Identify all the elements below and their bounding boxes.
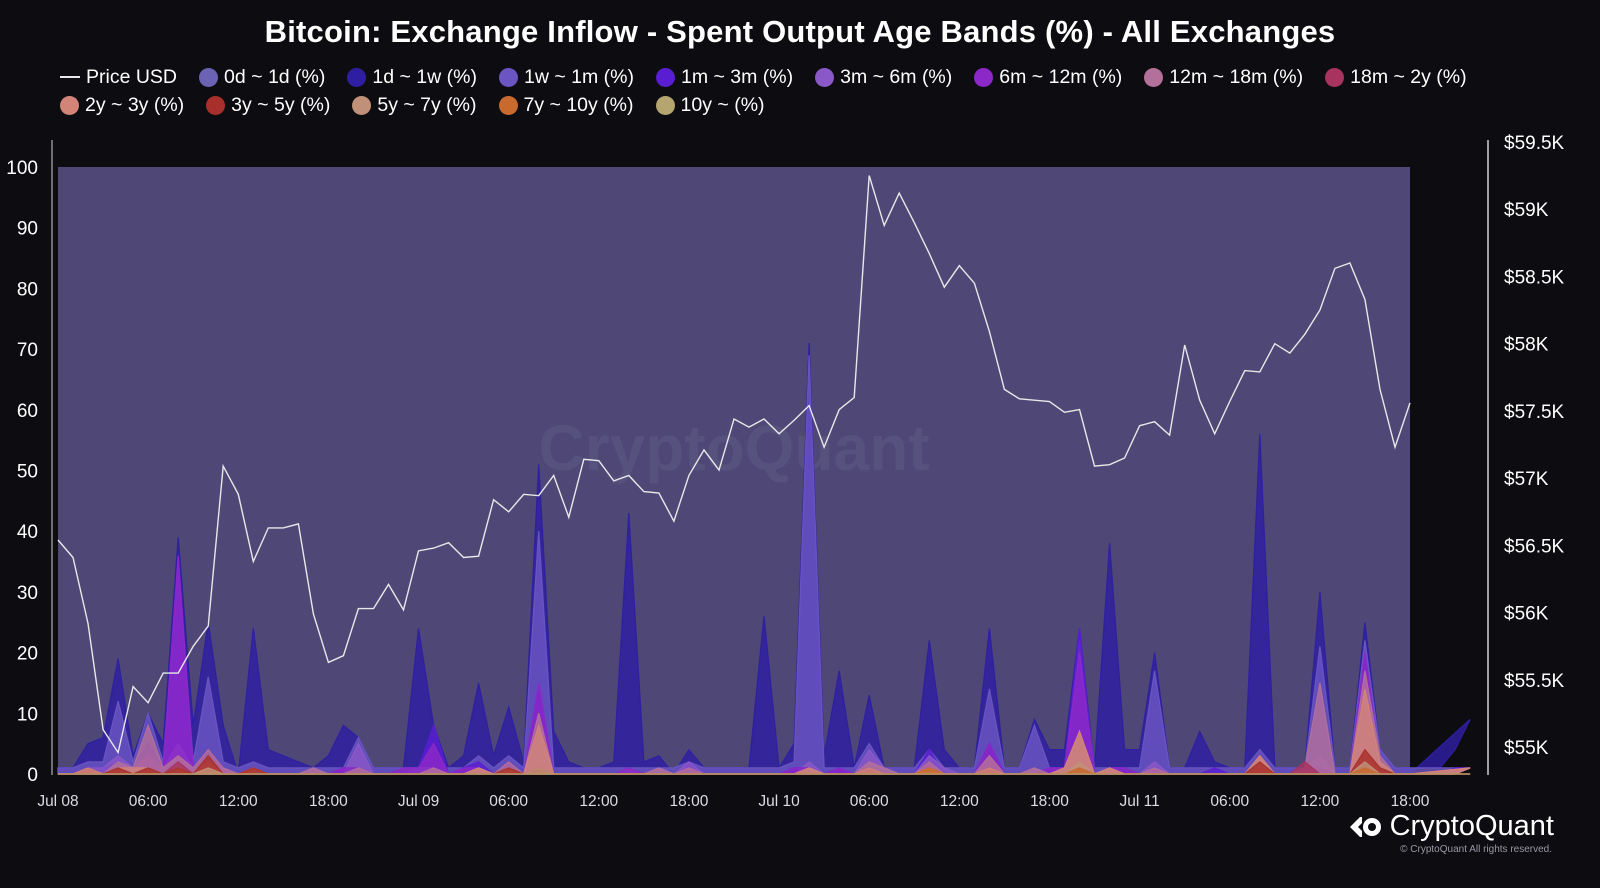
y-right-tick-label: $57.5K — [1504, 402, 1565, 423]
legend-dot-swatch — [655, 95, 675, 115]
legend-item[interactable]: 0d ~ 1d (%) — [199, 66, 325, 89]
x-tick-label: 12:00 — [579, 793, 618, 810]
area-series — [57, 355, 1471, 775]
legend-dot-swatch — [206, 95, 226, 115]
x-tick-label: 06:00 — [129, 793, 168, 810]
x-tick-label: 12:00 — [219, 793, 258, 810]
legend-item[interactable]: 1m ~ 3m (%) — [655, 65, 794, 89]
y-left-tick-label: 0 — [27, 765, 38, 786]
watermark-text: CryptoQuant — [538, 412, 929, 484]
x-tick-label: 18:00 — [309, 793, 348, 810]
legend-label: 18m ~ 2y (%) — [1350, 65, 1467, 88]
x-tick-label: Jul 09 — [398, 793, 439, 810]
y-left-tick-label: 30 — [17, 583, 38, 604]
copyright-text: © CryptoQuant All rights reserved. — [1400, 844, 1552, 855]
legend-label: 1w ~ 1m (%) — [523, 65, 634, 88]
legend-item[interactable]: 7y ~ 10y (%) — [498, 93, 634, 117]
legend-dot-swatch — [352, 95, 372, 115]
legend-label: 6m ~ 12m (%) — [999, 65, 1123, 88]
y-left-tick-label: 40 — [17, 522, 38, 543]
brand-logo: CryptoQuant — [1348, 810, 1554, 843]
legend-item[interactable]: 6m ~ 12m (%) — [974, 66, 1122, 89]
legend-dot-swatch — [815, 67, 835, 87]
y-right-tick-label: $55K — [1504, 738, 1549, 759]
brand-name: CryptoQuant — [1389, 810, 1554, 842]
legend-label: 5y ~ 7y (%) — [377, 93, 477, 116]
y-left-tick-label: 80 — [17, 279, 38, 300]
legend-dot-swatch — [60, 95, 79, 115]
legend-dot-swatch — [199, 67, 219, 87]
legend-item[interactable]: 18m ~ 2y (%) — [1325, 66, 1467, 89]
chart-legend: Price USD 0d ~ 1d (%) 1d ~ 1w (%) 1w ~ 1m (… — [60, 63, 1560, 119]
price-usd-line — [57, 175, 1411, 755]
legend-label: 0d ~ 1d (%) — [224, 65, 326, 88]
y-right-tick-label: $58K — [1504, 335, 1549, 356]
x-tick-label: 06:00 — [1210, 793, 1249, 810]
x-tick-label: 06:00 — [850, 793, 889, 810]
legend-item[interactable]: 5y ~ 7y (%) — [352, 93, 477, 117]
x-tick-label: Jul 08 — [37, 793, 78, 810]
y-left-tick-label: 90 — [17, 219, 38, 240]
legend-item[interactable]: 1w ~ 1m (%) — [498, 65, 634, 89]
y-right-tick-label: $58.5K — [1504, 267, 1565, 288]
legend-label: 3m ~ 6m (%) — [840, 65, 953, 88]
y-right-tick-label: $55.5K — [1504, 671, 1565, 692]
legend-label: 1d ~ 1w (%) — [372, 65, 477, 88]
legend-label: 2y ~ 3y (%) — [85, 93, 185, 116]
x-tick-label: 12:00 — [940, 793, 979, 810]
legend-item[interactable]: 3y ~ 5y (%) — [206, 94, 330, 117]
legend-dot-swatch — [974, 67, 994, 87]
legend-item[interactable]: 12m ~ 18m (%) — [1144, 66, 1303, 89]
y-left-tick-label: 50 — [17, 462, 38, 483]
x-tick-label: 18:00 — [1030, 793, 1069, 810]
y-right-tick-label: $57K — [1504, 469, 1549, 490]
y-right-tick-label: $59.5K — [1504, 133, 1565, 154]
x-tick-label: Jul 10 — [758, 793, 800, 810]
x-tick-label: 18:00 — [670, 793, 709, 810]
legend-label: 3y ~ 5y (%) — [231, 93, 331, 116]
legend-dot-swatch — [498, 67, 518, 87]
legend-label: Price USD — [86, 65, 178, 88]
x-tick-label: 18:00 — [1391, 793, 1430, 810]
y-left-tick-label: 10 — [17, 704, 38, 725]
legend-item[interactable]: 2y ~ 3y (%) — [60, 94, 184, 117]
y-right-tick-label: $59K — [1504, 200, 1549, 221]
legend-item[interactable]: 3m ~ 6m (%) — [815, 66, 952, 89]
chart-title: Bitcoin: Exchange Inflow - Spent Output … — [264, 14, 1336, 49]
legend-dot-swatch — [1325, 67, 1345, 87]
area-band-0d-1d — [58, 167, 1410, 774]
legend-dot-swatch — [347, 67, 367, 87]
area-series — [57, 342, 1471, 776]
y-left-tick-label: 20 — [17, 644, 38, 665]
legend-item[interactable]: 10y ~ (%) — [655, 93, 765, 117]
legend-row: Price USD 0d ~ 1d (%) 1d ~ 1w (%) 1w ~ 1m (… — [60, 63, 1560, 91]
legend-row: 2y ~ 3y (%) 3y ~ 5y (%) 5y ~ 7y (%) 7y ~ 10… — [60, 91, 1560, 119]
legend-item[interactable]: Price USD — [60, 66, 177, 89]
y-left-tick-label: 60 — [17, 401, 38, 422]
x-tick-label: Jul 11 — [1119, 793, 1159, 810]
x-tick-label: 12:00 — [1300, 793, 1339, 810]
legend-label: 1m ~ 3m (%) — [680, 65, 794, 88]
y-left-tick-label: 70 — [17, 340, 38, 361]
legend-item[interactable]: 1d ~ 1w (%) — [347, 66, 477, 89]
x-tick-label: 06:00 — [489, 793, 528, 810]
legend-dot-swatch — [498, 95, 518, 115]
legend-line-swatch — [60, 76, 80, 78]
legend-label: 10y ~ (%) — [680, 93, 765, 116]
cryptoquant-logo-icon — [1349, 816, 1381, 837]
legend-label: 12m ~ 18m (%) — [1169, 65, 1304, 88]
legend-dot-swatch — [655, 67, 675, 87]
y-left-tick-label: 100 — [6, 158, 38, 179]
legend-dot-swatch — [1144, 67, 1164, 87]
y-right-tick-label: $56.5K — [1504, 536, 1565, 557]
legend-label: 7y ~ 10y (%) — [523, 93, 634, 116]
y-right-tick-label: $56K — [1504, 604, 1549, 625]
